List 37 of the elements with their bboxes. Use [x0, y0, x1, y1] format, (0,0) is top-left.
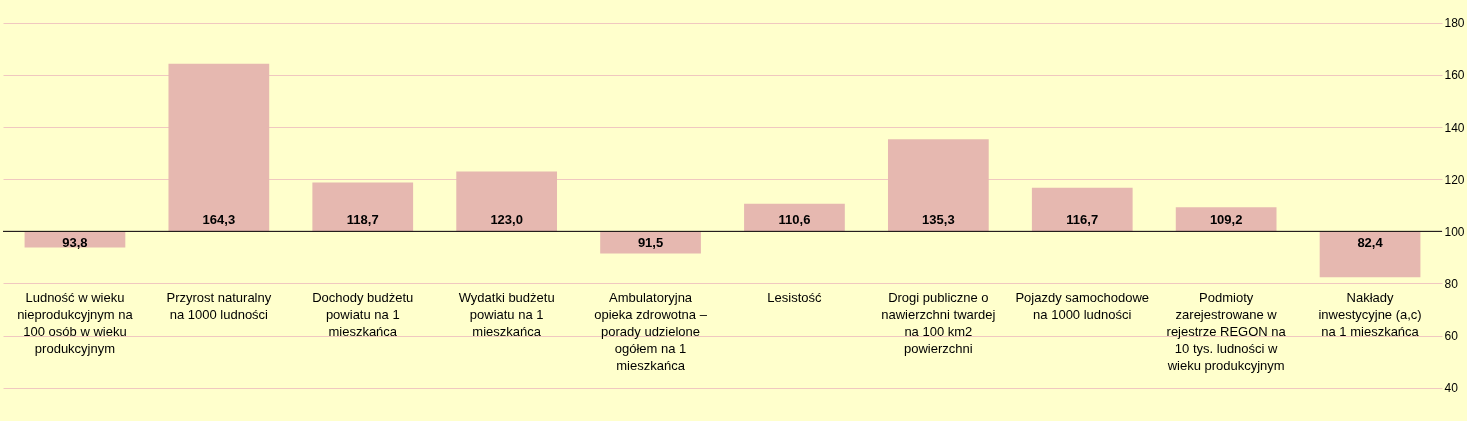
y-tick-label: 60: [1444, 329, 1459, 344]
data-label: 109,2: [1209, 212, 1243, 228]
data-label: 93,8: [62, 235, 88, 251]
bar: [1319, 231, 1421, 278]
bar: [456, 171, 558, 232]
x-tick-label: Nakłady inwestycyjne (a,c) na 1 mieszkańca: [1318, 290, 1422, 339]
bar: [887, 139, 989, 232]
bar: [600, 231, 701, 254]
y-tick-label: 120: [1444, 172, 1465, 187]
y-tick-label: 40: [1444, 381, 1459, 396]
data-label: 91,5: [637, 235, 664, 251]
x-tick-label: Lesistość: [767, 290, 823, 305]
data-label: 110,6: [778, 212, 811, 228]
data-label: 116,7: [1066, 212, 1099, 228]
data-label: 118,7: [346, 212, 379, 228]
bar: [168, 63, 270, 232]
data-label: 164,3: [202, 212, 236, 228]
y-tick-label: 80: [1444, 276, 1459, 291]
y-tick-label: 180: [1444, 16, 1465, 31]
y-tick-label: 160: [1444, 68, 1465, 83]
x-tick-label: Dochody budżetu powiatu na 1 mieszkańca: [312, 290, 414, 339]
x-tick-label: Drogi publiczne o nawierzchni twardej na 100 km2 powierzchni: [881, 290, 996, 356]
x-tick-label: Podmioty zarejestrowane w rejestrze REGON na 10 tys. ludności w wieku produkcyjnym: [1166, 290, 1287, 373]
y-tick-label: 140: [1444, 120, 1465, 135]
x-tick-label: Wydatki budżetu powiatu na 1 mieszkańca: [458, 290, 555, 339]
bar: [312, 182, 414, 232]
y-tick-label: 100: [1444, 224, 1465, 239]
data-label: 82,4: [1357, 235, 1384, 251]
bar: [744, 203, 845, 232]
x-tick-label: Ludność w wieku nieprodukcyjnym na 100 osób w wieku produkcyjnym: [17, 290, 134, 356]
bar: [1031, 187, 1133, 232]
x-tick-label: Pojazdy samochodowe na 1000 ludności: [1015, 290, 1150, 322]
data-label: 135,3: [922, 212, 955, 228]
x-tick-label: Przyrost naturalny na 1000 ludności: [166, 290, 272, 322]
x-tick-label: Ambulatoryjna opieka zdrowotna – porady udzielone ogółem na 1 mieszkańca: [594, 290, 708, 373]
data-label: 123,0: [490, 212, 523, 228]
bar: [1175, 207, 1277, 232]
